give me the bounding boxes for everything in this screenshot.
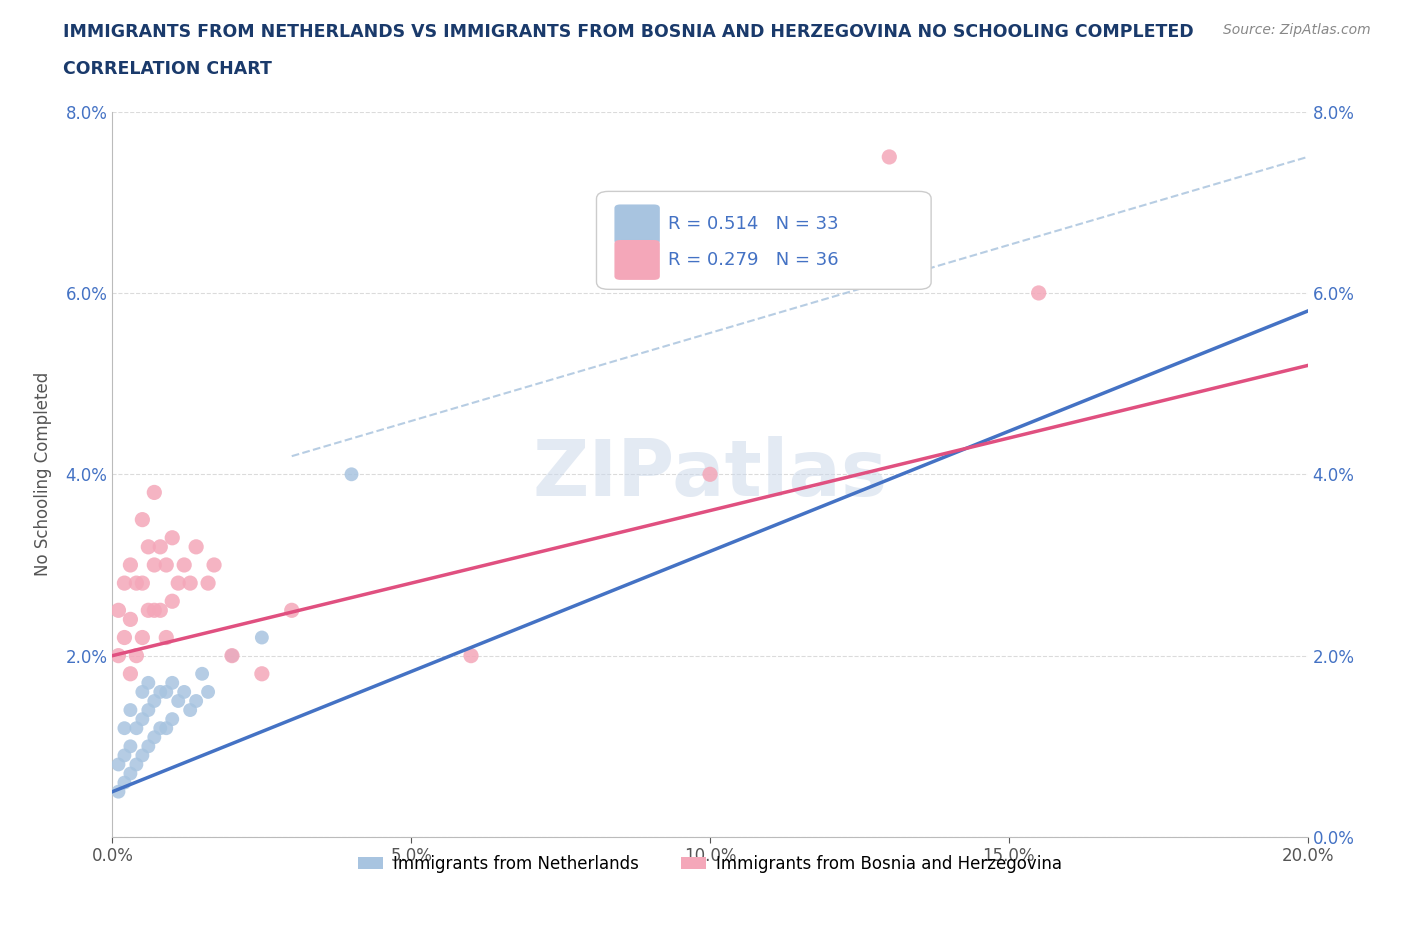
Point bbox=[221, 648, 243, 663]
Point bbox=[149, 539, 172, 554]
Point bbox=[114, 721, 135, 736]
Point bbox=[120, 558, 142, 573]
Text: ZIPatlas: ZIPatlas bbox=[533, 436, 887, 512]
Point bbox=[186, 694, 208, 709]
Point bbox=[155, 684, 177, 699]
Text: IMMIGRANTS FROM NETHERLANDS VS IMMIGRANTS FROM BOSNIA AND HERZEGOVINA NO SCHOOLI: IMMIGRANTS FROM NETHERLANDS VS IMMIGRANT… bbox=[63, 23, 1194, 41]
Point bbox=[138, 539, 160, 554]
Point bbox=[155, 721, 177, 736]
Point bbox=[120, 766, 142, 781]
Legend: Immigrants from Netherlands, Immigrants from Bosnia and Herzegovina: Immigrants from Netherlands, Immigrants … bbox=[352, 848, 1069, 880]
Point bbox=[340, 467, 363, 482]
Point bbox=[250, 666, 273, 681]
Point bbox=[131, 684, 153, 699]
Point bbox=[131, 748, 153, 763]
Point bbox=[162, 675, 183, 690]
Point bbox=[1028, 286, 1050, 300]
FancyBboxPatch shape bbox=[614, 205, 659, 245]
Point bbox=[138, 603, 160, 618]
Point bbox=[179, 703, 201, 718]
Point bbox=[149, 721, 172, 736]
Point bbox=[281, 603, 304, 618]
Point bbox=[138, 675, 160, 690]
Point bbox=[143, 730, 166, 745]
Point bbox=[131, 512, 153, 527]
Point bbox=[197, 576, 219, 591]
FancyBboxPatch shape bbox=[596, 192, 931, 289]
Point bbox=[125, 576, 148, 591]
Point bbox=[114, 748, 135, 763]
Point bbox=[138, 703, 160, 718]
Point bbox=[162, 711, 183, 726]
Point bbox=[149, 603, 172, 618]
Point bbox=[155, 558, 177, 573]
Point bbox=[162, 530, 183, 545]
Y-axis label: No Schooling Completed: No Schooling Completed bbox=[34, 372, 52, 577]
Point bbox=[167, 576, 190, 591]
Point bbox=[191, 666, 214, 681]
FancyBboxPatch shape bbox=[614, 240, 659, 280]
Point bbox=[107, 648, 129, 663]
Point bbox=[120, 738, 142, 753]
Point bbox=[155, 631, 177, 645]
Point bbox=[202, 558, 225, 573]
Point bbox=[114, 776, 135, 790]
Point bbox=[221, 648, 243, 663]
Text: R = 0.279   N = 36: R = 0.279 N = 36 bbox=[668, 251, 839, 269]
Point bbox=[138, 738, 160, 753]
Point bbox=[143, 694, 166, 709]
Point bbox=[114, 631, 135, 645]
Text: CORRELATION CHART: CORRELATION CHART bbox=[63, 60, 273, 78]
Point bbox=[107, 757, 129, 772]
Point bbox=[699, 467, 721, 482]
Point bbox=[167, 694, 190, 709]
Text: Source: ZipAtlas.com: Source: ZipAtlas.com bbox=[1223, 23, 1371, 37]
Point bbox=[173, 558, 195, 573]
Point bbox=[120, 703, 142, 718]
Point bbox=[131, 711, 153, 726]
Point bbox=[179, 576, 201, 591]
Point bbox=[879, 150, 901, 165]
Point bbox=[107, 603, 129, 618]
Point bbox=[143, 558, 166, 573]
Point bbox=[131, 631, 153, 645]
Point bbox=[107, 784, 129, 799]
Point bbox=[197, 684, 219, 699]
Text: R = 0.514   N = 33: R = 0.514 N = 33 bbox=[668, 215, 839, 232]
Point bbox=[143, 603, 166, 618]
Point bbox=[114, 576, 135, 591]
Point bbox=[173, 684, 195, 699]
Point bbox=[125, 757, 148, 772]
Point bbox=[125, 721, 148, 736]
Point bbox=[250, 631, 273, 645]
Point bbox=[120, 612, 142, 627]
Point bbox=[149, 684, 172, 699]
Point bbox=[131, 576, 153, 591]
Point bbox=[460, 648, 482, 663]
Point bbox=[143, 485, 166, 500]
Point bbox=[120, 666, 142, 681]
Point bbox=[162, 594, 183, 609]
Point bbox=[186, 539, 208, 554]
Point bbox=[125, 648, 148, 663]
